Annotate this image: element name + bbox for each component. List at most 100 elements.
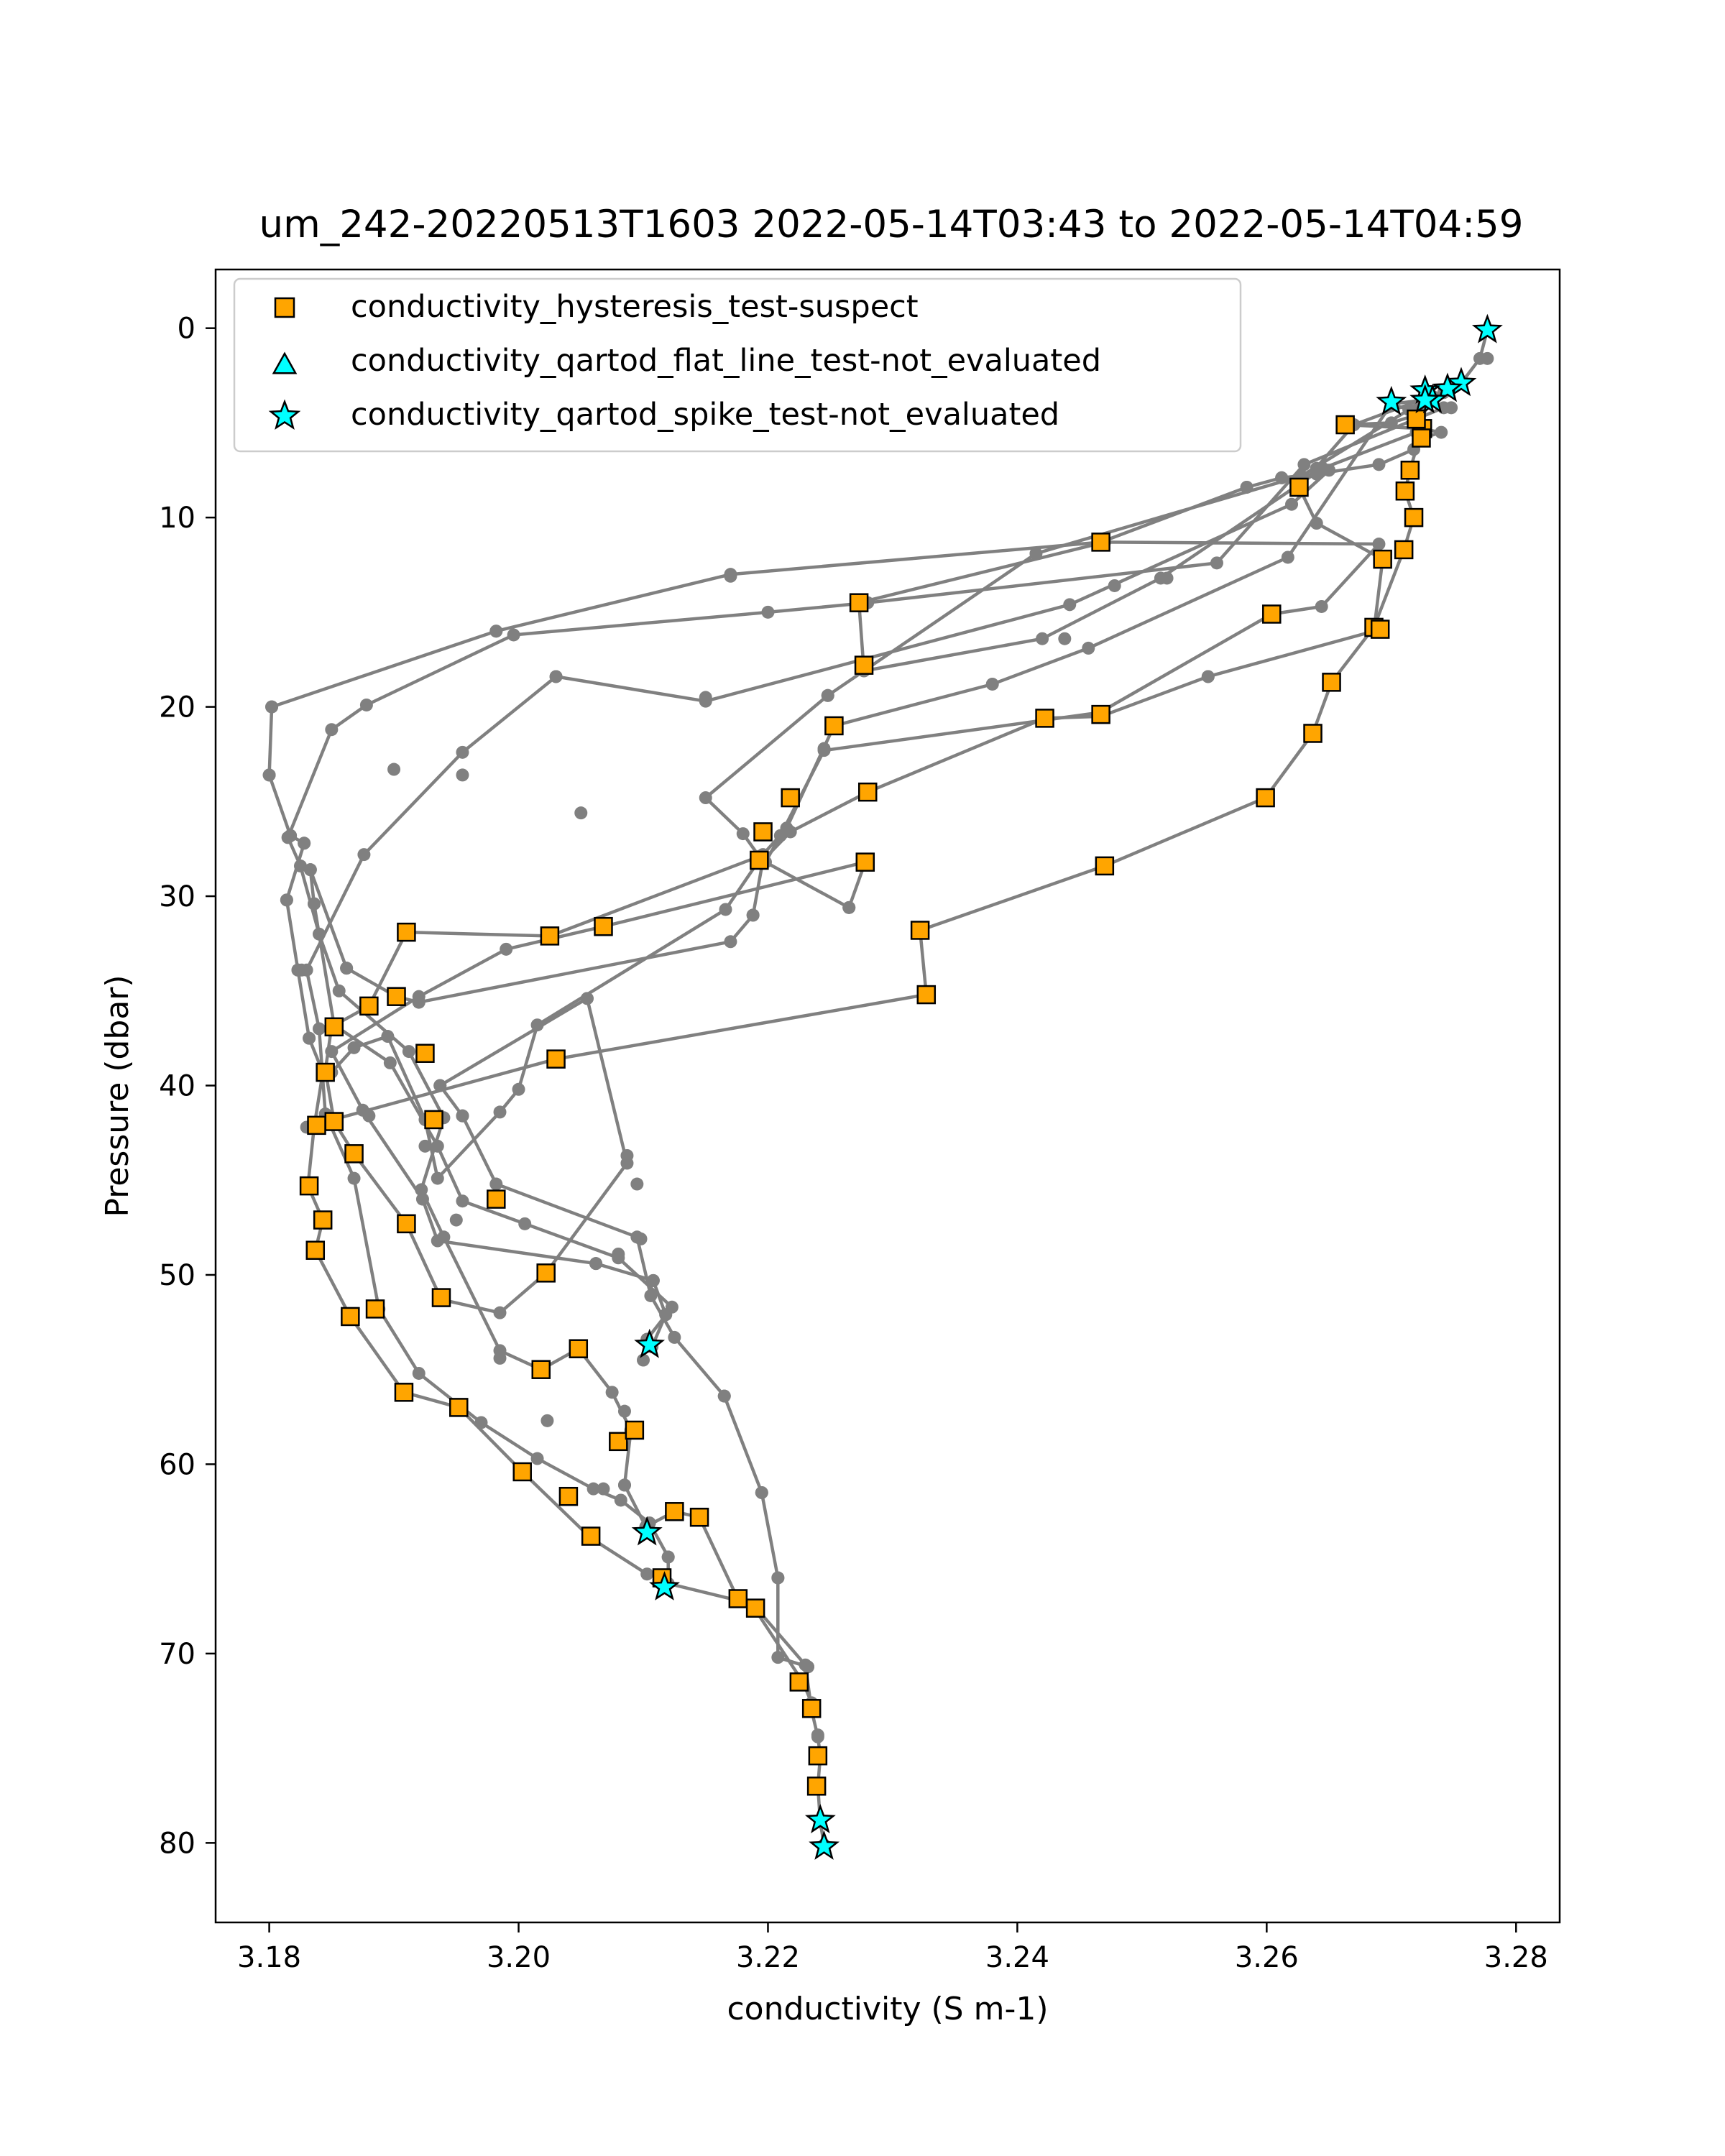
profile-point	[412, 995, 426, 1009]
suspect-square-marker	[1262, 604, 1282, 624]
profile-line	[330, 402, 1394, 1180]
profile-point	[415, 1192, 429, 1206]
legend-label-spike: conductivity_qartod_spike_test-not_evalu…	[351, 397, 1059, 433]
profile-point	[617, 1404, 631, 1418]
suspect-square-marker	[299, 1176, 319, 1196]
profile-point	[437, 1230, 451, 1244]
legend-triangle-icon	[272, 351, 298, 374]
suspect-square-marker	[1394, 540, 1414, 560]
suspect-square-marker	[581, 1526, 601, 1546]
suspect-square-marker	[415, 1044, 435, 1063]
suspect-square-marker	[916, 985, 937, 1005]
profile-point	[489, 1177, 503, 1191]
profile-point	[381, 1030, 395, 1044]
x-tick-label: 3.28	[1484, 1941, 1548, 1974]
profile-point	[661, 1550, 675, 1564]
suspect-square-marker	[558, 1486, 579, 1506]
profile-point	[771, 1571, 785, 1585]
spike-star-marker	[804, 1804, 836, 1833]
suspect-square-marker	[1035, 709, 1054, 728]
profile-point	[620, 1148, 634, 1162]
profile-point	[340, 962, 354, 975]
suspect-square-marker	[854, 655, 874, 675]
profile-point	[412, 1366, 426, 1380]
y-axis-label: Pressure (dbar)	[99, 975, 136, 1217]
spike-star-marker	[1432, 372, 1463, 402]
suspect-square-marker	[1412, 428, 1431, 448]
spike-star-marker	[1409, 384, 1441, 414]
suspect-square-marker	[857, 782, 878, 802]
profile-point	[668, 1330, 681, 1344]
profile-point	[325, 723, 339, 737]
profile-point	[493, 1306, 507, 1319]
profile-point	[308, 897, 321, 911]
profile-point	[761, 605, 775, 619]
profile-point	[431, 1139, 444, 1153]
profile-point	[489, 625, 503, 638]
profile-point	[1275, 471, 1289, 484]
profile-point	[433, 1079, 447, 1092]
suspect-square-marker	[1289, 477, 1309, 497]
spike-star-marker	[1471, 313, 1503, 344]
profile-point	[1240, 480, 1254, 494]
profile-point	[597, 1482, 610, 1496]
profile-point	[1315, 599, 1328, 613]
profile-point	[1108, 579, 1121, 592]
chart-title: um_242-20220513T1603 2022-05-14T03:43 to…	[259, 203, 1523, 247]
suspect-square-marker	[569, 1339, 589, 1358]
suspect-markers	[299, 409, 1432, 1796]
suspect-square-marker	[750, 850, 769, 870]
suspect-square-marker	[1404, 507, 1424, 528]
profile-point	[699, 791, 712, 805]
profile-point	[1445, 401, 1458, 415]
suspect-square-marker	[728, 1589, 748, 1608]
profile-point	[549, 670, 563, 683]
profile-point	[1372, 538, 1386, 551]
profile-point	[746, 908, 760, 922]
spike-star-marker	[631, 1516, 663, 1546]
profile-point	[719, 903, 732, 916]
suspect-square-marker	[305, 1240, 326, 1260]
legend-square-icon	[274, 297, 295, 318]
profile-line	[305, 406, 1425, 1129]
suspect-square-marker	[512, 1462, 532, 1482]
profile-point	[357, 848, 371, 862]
profile-point	[456, 745, 469, 759]
spike-star-marker	[634, 1328, 666, 1358]
y-tick-label: 80	[159, 1827, 196, 1860]
profile-point	[1297, 458, 1311, 471]
suspect-square-marker	[313, 1210, 333, 1230]
suspect-square-marker	[1256, 788, 1275, 808]
suspect-square-marker	[1303, 724, 1322, 743]
profile-point	[817, 742, 831, 755]
suspect-square-marker	[359, 996, 379, 1016]
profile-point	[612, 1247, 625, 1261]
profile-point	[589, 1257, 603, 1271]
profile-point	[1384, 416, 1398, 430]
x-tick-label: 3.18	[237, 1941, 301, 1974]
profile-point	[580, 992, 594, 1005]
suspect-square-marker	[1400, 461, 1420, 480]
plot-area	[262, 313, 1503, 1860]
suspect-square-marker	[1370, 619, 1390, 639]
profile-point	[659, 1308, 673, 1322]
profile-point	[347, 1171, 361, 1185]
profile-point	[362, 1109, 376, 1123]
suspect-square-marker	[324, 1112, 344, 1131]
suspect-square-marker	[910, 921, 930, 940]
profile-point	[640, 1567, 654, 1581]
spike-star-marker	[1376, 385, 1407, 415]
suspect-square-marker	[1335, 415, 1355, 435]
suspect-square-marker	[753, 822, 773, 842]
y-tick-label: 40	[159, 1070, 196, 1103]
suspect-square-marker	[324, 1017, 344, 1037]
profile-point	[1201, 670, 1215, 683]
legend-box	[233, 277, 1242, 453]
spike-star-marker	[1445, 367, 1477, 397]
legend-markers	[268, 297, 301, 430]
profile-point	[644, 1289, 658, 1302]
suspect-square-marker	[1095, 856, 1115, 876]
suspect-square-marker	[781, 788, 800, 808]
suspect-square-marker	[546, 1049, 566, 1069]
profile-point	[771, 1651, 785, 1664]
